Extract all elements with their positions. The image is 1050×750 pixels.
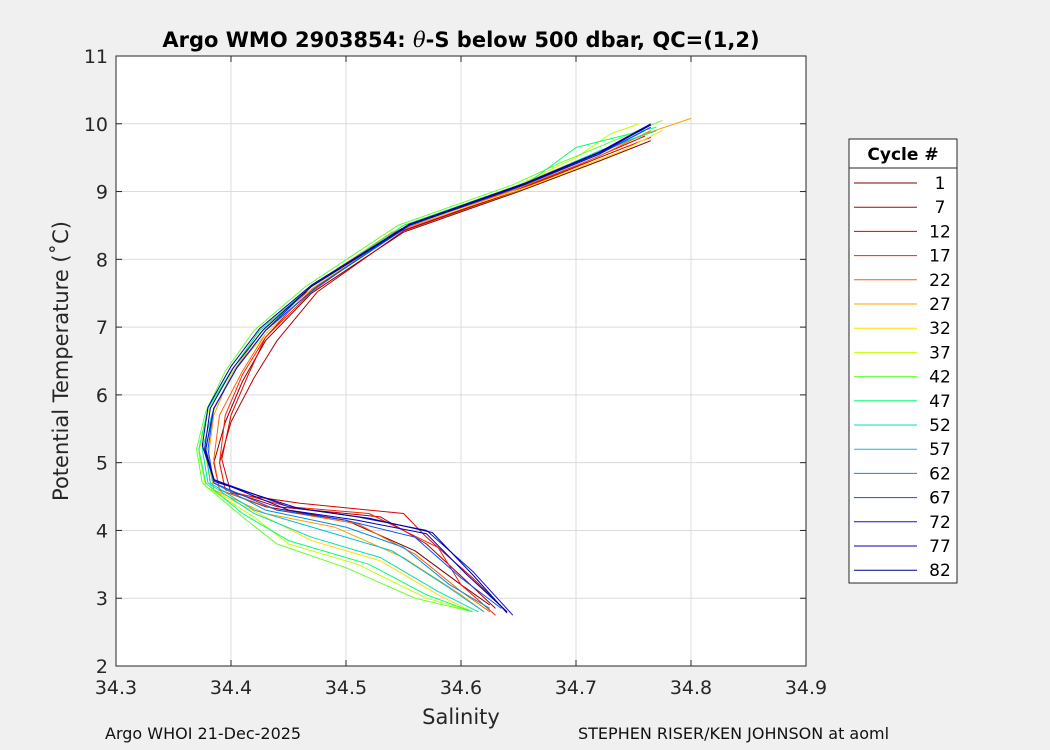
x-tick-label: 34.7 — [555, 677, 597, 699]
legend-label-7: 7 — [935, 198, 946, 218]
legend-label-77: 77 — [929, 537, 951, 557]
y-tick-label: 11 — [84, 46, 108, 68]
legend-label-62: 62 — [929, 464, 951, 484]
y-axis-label: Potential Temperature (˚C) — [49, 221, 73, 501]
series-line-cycle-42 — [196, 119, 663, 613]
legend-label-37: 37 — [929, 343, 951, 363]
series-line-cycle-7 — [219, 136, 651, 609]
y-tick-labels: 2 3 4 5 6 7 8 9 10 11 — [84, 46, 108, 678]
y-tick-label: 4 — [96, 520, 108, 542]
legend-label-72: 72 — [929, 513, 951, 533]
plot-frame — [115, 55, 807, 667]
x-tick-label: 34.6 — [440, 677, 482, 699]
legend-label-27: 27 — [929, 295, 951, 315]
legend-label-82: 82 — [929, 561, 951, 581]
legend-label-67: 67 — [929, 489, 951, 509]
legend-label-1: 1 — [935, 174, 946, 194]
y-tick-label: 8 — [96, 249, 108, 271]
y-tick-label: 2 — [96, 656, 108, 678]
y-tick-label: 10 — [84, 114, 108, 136]
y-tick-label: 5 — [96, 453, 108, 475]
x-tick-label: 34.9 — [785, 677, 827, 699]
y-tick-label: 7 — [96, 317, 108, 339]
legend-box — [848, 138, 958, 584]
legend-label-12: 12 — [929, 222, 951, 242]
legend-label-17: 17 — [929, 247, 951, 267]
x-tick-label: 34.5 — [325, 677, 367, 699]
x-tick-labels: 34.3 34.4 34.5 34.6 34.7 34.8 34.9 — [95, 677, 827, 699]
chart-title: Argo WMO 2903854: θ-S below 500 dbar, QC… — [162, 28, 759, 52]
legend-title: Cycle # — [867, 145, 938, 165]
series-line-cycle-77 — [201, 123, 652, 613]
x-tick-label: 34.8 — [670, 677, 712, 699]
footer-right-text: STEPHEN RISER/KEN JOHNSON at aoml — [578, 724, 890, 743]
legend-label-42: 42 — [929, 368, 951, 388]
x-axis-label: Salinity — [422, 705, 500, 729]
legend-label-32: 32 — [929, 319, 951, 339]
legend-label-57: 57 — [929, 440, 951, 460]
footer-left-text: Argo WHOI 21-Dec-2025 — [105, 724, 302, 743]
y-tick-label: 9 — [96, 182, 108, 204]
series-line-cycle-17 — [219, 133, 646, 616]
legend-label-52: 52 — [929, 416, 951, 436]
series-layer — [196, 117, 692, 616]
y-tick-label: 3 — [96, 588, 108, 610]
series-line-cycle-1 — [213, 140, 651, 606]
legend-label-47: 47 — [929, 392, 951, 412]
y-tick-label: 6 — [96, 385, 108, 407]
series-line-cycle-82 — [204, 124, 652, 614]
x-tick-label: 34.4 — [210, 677, 252, 699]
series-line-cycle-27 — [207, 117, 692, 613]
x-tick-label: 34.3 — [95, 677, 137, 699]
legend-label-22: 22 — [929, 271, 951, 291]
series-line-cycle-22 — [213, 130, 652, 613]
